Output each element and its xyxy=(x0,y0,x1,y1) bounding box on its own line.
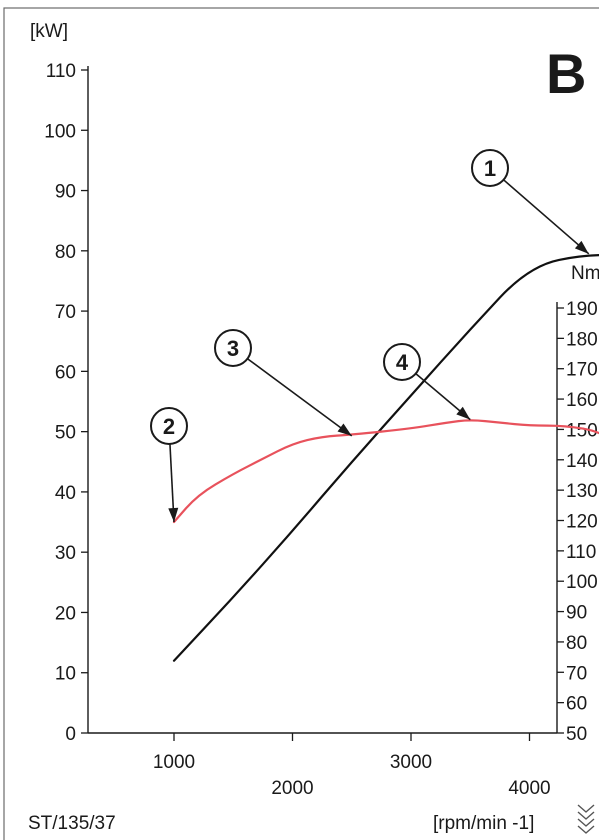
callout-2: 2 xyxy=(150,407,188,523)
callout-number: 1 xyxy=(484,156,496,181)
y-left-tick-label: 30 xyxy=(55,543,76,564)
y-right-tick-label: 180 xyxy=(566,329,598,350)
y-right-ticks: 50 60 70 80 90 100 110 120 130 140 150 160 170 180 190 xyxy=(557,299,598,745)
y-left-tick-label: 110 xyxy=(46,61,76,82)
y-right-tick-label: 80 xyxy=(566,633,587,654)
y-left-tick-label: 100 xyxy=(44,121,76,142)
series-line-1 xyxy=(172,254,599,662)
y-right-tick-label: 90 xyxy=(566,603,587,624)
y-right-tick-label: 140 xyxy=(566,451,598,472)
callout-1: 1 xyxy=(471,149,590,255)
callout-arrowhead xyxy=(456,406,471,420)
y-left-tick-label: 70 xyxy=(55,302,76,323)
callout-number: 3 xyxy=(227,336,239,361)
y-right-tick-label: 60 xyxy=(566,694,587,715)
callout-arrowhead xyxy=(168,507,179,523)
x-tick-label: 2000 xyxy=(271,778,313,799)
callout-4: 4 xyxy=(383,343,471,421)
y-left-ticks: 0 10 20 30 40 50 60 70 80 90 100 110 xyxy=(44,61,88,745)
y-right-tick-label: 50 xyxy=(566,724,587,745)
y-left-tick-label: 20 xyxy=(55,603,76,624)
y-right-tick-label: 70 xyxy=(566,663,587,684)
series-layer xyxy=(172,254,599,662)
callout-arrowhead xyxy=(574,240,589,254)
callout-arrow-line xyxy=(246,358,353,437)
callout-arrow-line xyxy=(503,179,590,255)
y-right-tick-label: 110 xyxy=(566,542,596,563)
y-right-tick-label: 130 xyxy=(566,481,598,502)
callout-3: 3 xyxy=(214,329,353,437)
y-left-unit-label: [kW] xyxy=(30,21,68,42)
callout-arrowhead xyxy=(337,423,352,436)
y-left-tick-label: 10 xyxy=(55,664,76,685)
x-tick-label: 3000 xyxy=(390,752,432,773)
corner-logo-icon xyxy=(577,804,595,834)
y-left-tick-label: 80 xyxy=(55,242,76,263)
callout-circle xyxy=(383,343,421,381)
series-line-2 xyxy=(172,419,599,524)
y-right-unit-label: Nm xyxy=(571,263,599,284)
y-right-tick-label: 100 xyxy=(566,572,598,593)
y-right-tick-label: 150 xyxy=(566,420,598,441)
figure-reference-code: ST/135/37 xyxy=(28,813,116,834)
x-axis-unit-label: [rpm/min -1] xyxy=(433,813,534,834)
callout-circle xyxy=(471,149,509,187)
y-right-tick-label: 120 xyxy=(566,512,598,533)
callout-layer: 1 2 3 4 xyxy=(150,149,590,523)
callout-circle xyxy=(214,329,252,367)
y-left-tick-label: 40 xyxy=(55,483,76,504)
y-right-tick-label: 160 xyxy=(566,390,598,411)
y-left-tick-label: 50 xyxy=(55,423,76,444)
chart-badge: B xyxy=(546,42,586,105)
x-tick-label: 1000 xyxy=(153,752,195,773)
x-ticks: 100020003000400050006000 xyxy=(153,733,551,799)
callout-number: 2 xyxy=(163,414,175,439)
y-left-tick-label: 0 xyxy=(65,724,76,745)
y-left-tick-label: 60 xyxy=(55,362,76,383)
y-right-tick-label: 190 xyxy=(566,299,598,320)
callout-circle xyxy=(150,407,188,445)
x-tick-label: 4000 xyxy=(508,778,550,799)
y-right-tick-label: 170 xyxy=(566,360,598,381)
y-left-tick-label: 90 xyxy=(55,182,76,203)
callout-number: 4 xyxy=(396,350,409,375)
page-frame xyxy=(3,7,599,840)
